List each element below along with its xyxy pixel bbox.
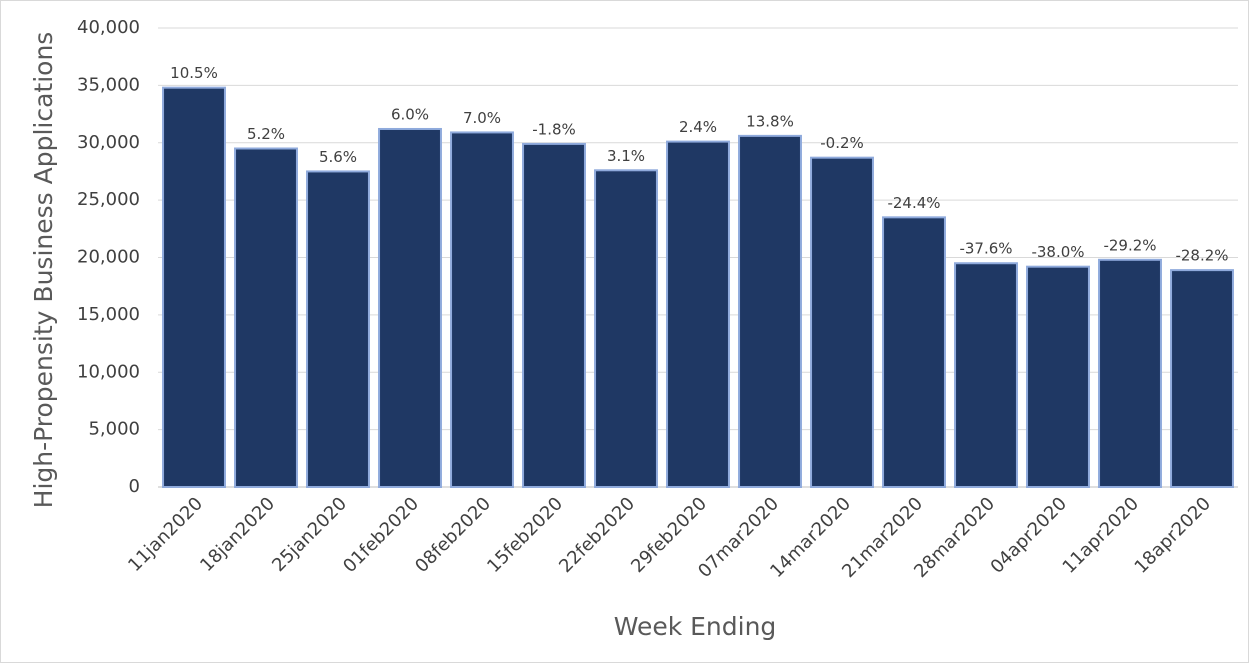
data-label: 6.0% xyxy=(391,105,429,123)
bar xyxy=(234,147,298,489)
bar xyxy=(450,131,514,489)
y-axis-title: High-Propensity Business Applications xyxy=(29,32,58,509)
data-label: 5.6% xyxy=(319,148,357,166)
y-tick-label: 30,000 xyxy=(77,132,140,153)
bar xyxy=(306,170,370,488)
data-label: -37.6% xyxy=(959,240,1012,258)
bar xyxy=(1026,265,1090,488)
data-label: 3.1% xyxy=(607,147,645,165)
bar xyxy=(666,140,730,488)
y-tick-label: 20,000 xyxy=(77,247,140,268)
bar xyxy=(738,134,802,489)
data-label: -28.2% xyxy=(1175,247,1228,265)
data-label: 2.4% xyxy=(679,118,717,136)
bar xyxy=(954,262,1018,488)
data-label: -29.2% xyxy=(1103,236,1156,254)
y-tick-label: 0 xyxy=(129,476,140,497)
y-tick-label: 10,000 xyxy=(77,361,140,382)
data-label: -0.2% xyxy=(820,134,864,152)
bar xyxy=(162,86,226,488)
bar xyxy=(1098,258,1162,489)
y-tick-label: 40,000 xyxy=(77,17,140,38)
y-tick-label: 25,000 xyxy=(77,189,140,210)
bar xyxy=(882,216,946,488)
data-label: 13.8% xyxy=(746,112,794,130)
data-label: 5.2% xyxy=(247,125,285,143)
y-tick-label: 5,000 xyxy=(88,419,140,440)
y-tick-label: 15,000 xyxy=(77,304,140,325)
data-label: -24.4% xyxy=(887,194,940,212)
data-label: 7.0% xyxy=(463,109,501,127)
bar xyxy=(594,169,658,488)
bar xyxy=(522,142,586,489)
bar xyxy=(810,156,874,488)
x-axis-title: Week Ending xyxy=(614,612,777,641)
data-label: -1.8% xyxy=(532,120,576,138)
data-label: 10.5% xyxy=(170,64,218,82)
y-tick-label: 35,000 xyxy=(77,74,140,95)
bar xyxy=(378,127,442,488)
data-label: -38.0% xyxy=(1031,243,1084,261)
bar xyxy=(1170,269,1234,488)
